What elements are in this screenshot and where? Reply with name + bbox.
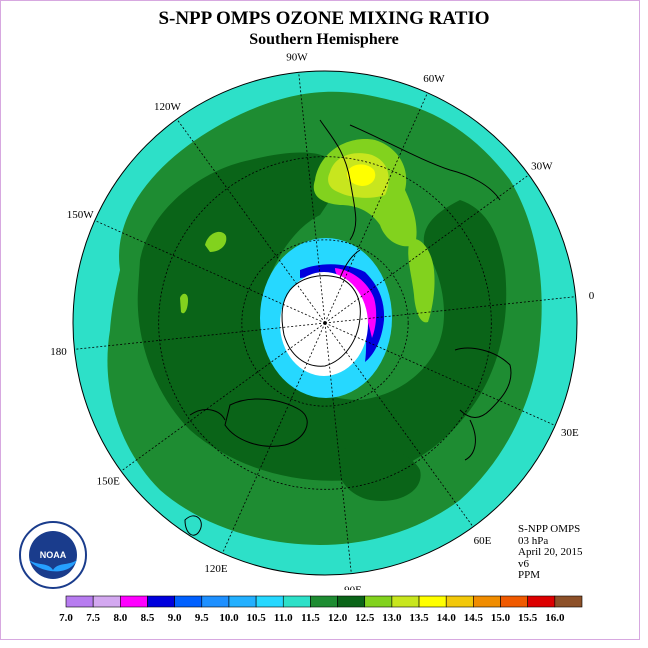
longitude-label: 60W [423,73,445,85]
colorbar-label: 13.5 [409,612,429,624]
meridian-line [324,322,474,528]
colorbar-label: 10.0 [219,612,239,624]
colorbar-swatch [255,595,284,608]
longitude-label: 90E [344,585,362,590]
latitude-circle [158,156,492,490]
latitude-circle [241,239,409,407]
colorbar-swatch [473,595,501,608]
colorbar-swatch [364,595,393,608]
colorbar-label: 7.5 [86,612,100,624]
info-version: v6 [518,557,529,570]
colorbar-swatch [282,595,311,608]
info-block: S-NPP OMPS 03 hPa April 20, 2015 v6 PPM [518,523,638,582]
graticule [74,72,576,574]
meridian-line [324,296,576,324]
colorbar-label: 14.0 [437,612,457,624]
longitude-labels: 90W 60W 30W 0 30E 60E 90E 120E 150E 180 150W 120W [50,51,595,590]
colorbar-label: 11.5 [301,612,320,624]
longitude-label: 120E [204,563,228,575]
colorbar-swatch [310,595,338,608]
longitude-label: 60E [474,535,492,547]
info-level: 03 hPa [518,534,549,547]
colorbar-swatch [337,595,366,608]
meridian-line [94,220,326,324]
colorbar-swatch [92,595,121,608]
dark-green-patch [336,446,421,501]
colorbar-label: 9.5 [195,612,209,624]
info-instrument: S-NPP OMPS [518,523,581,535]
info-units: PPM [518,569,541,581]
colorbar-swatch [527,595,556,608]
ozone-spot-2 [180,293,188,314]
meridian-line [120,322,326,472]
colorbar-swatch [418,595,447,608]
colorbar-label: 14.5 [464,612,484,624]
colorbar-swatch [174,595,203,608]
longitude-label: 180 [50,346,67,358]
colorbar-label: 7.0 [59,612,73,624]
meridian-line [324,92,428,324]
logo-text: NOAA [40,550,67,560]
colorbar-swatch [391,595,420,608]
noaa-logo: NOAA [19,521,87,589]
dark-green-band [137,152,507,481]
info-date: April 20, 2015 [518,546,583,558]
magenta-arc [335,268,377,338]
colorbar-label: 15.0 [491,612,511,624]
colorbar-swatch [120,595,148,608]
polar-ozone-map: 90W 60W 30W 0 30E 60E 90E 120E 150E 180 150W 120W [50,51,595,590]
ozone-tongue [408,239,435,323]
colorbar-label: 12.5 [355,612,375,624]
meridian-line [176,118,326,324]
meridian-line [324,174,530,324]
longitude-label: 30W [531,160,553,172]
ozone-max-peak [346,164,376,186]
colorbar-swatch [65,595,94,608]
map-subtitle: Southern Hemisphere [249,31,399,48]
longitude-label: 150E [97,476,121,488]
longitude-label: 150W [67,209,95,221]
colorbar-swatch [445,595,474,608]
colorbar-swatch [554,595,583,608]
colorbar-label: 11.0 [274,612,293,624]
coastlines [184,119,512,536]
map-title: S-NPP OMPS OZONE MIXING RATIO [158,8,490,29]
colorbar: 7.0 7.5 8.0 8.5 9.0 9.5 10.0 10.5 11.0 11.5 12.0 12… [59,595,583,624]
figure-frame [0,0,640,640]
meridian-line [222,322,326,554]
longitude-label: 30E [561,427,579,439]
colorbar-label: 16.0 [545,612,565,624]
map-boundary [72,70,578,576]
colorbar-swatch [228,595,257,608]
colorbar-label: 10.5 [246,612,266,624]
longitude-label: 90W [286,51,308,63]
longitude-label: 0 [589,290,595,302]
colorbar-label: 8.0 [113,612,127,624]
colorbar-label: 12.0 [328,612,348,624]
colorbar-swatch [500,595,528,608]
ozone-spot-1 [205,231,227,252]
colorbar-swatch [201,595,230,608]
meridian-line [74,322,326,350]
longitude-label: 120W [154,101,182,113]
meridian-line [298,72,326,324]
colorbar-label: 15.5 [518,612,538,624]
meridian-line [324,322,352,574]
colorbar-label: 9.0 [168,612,182,624]
colorbar-label: 13.0 [382,612,402,624]
colorbar-label: 8.5 [141,612,155,624]
meridian-line [324,322,556,426]
colorbar-swatch [147,595,175,608]
